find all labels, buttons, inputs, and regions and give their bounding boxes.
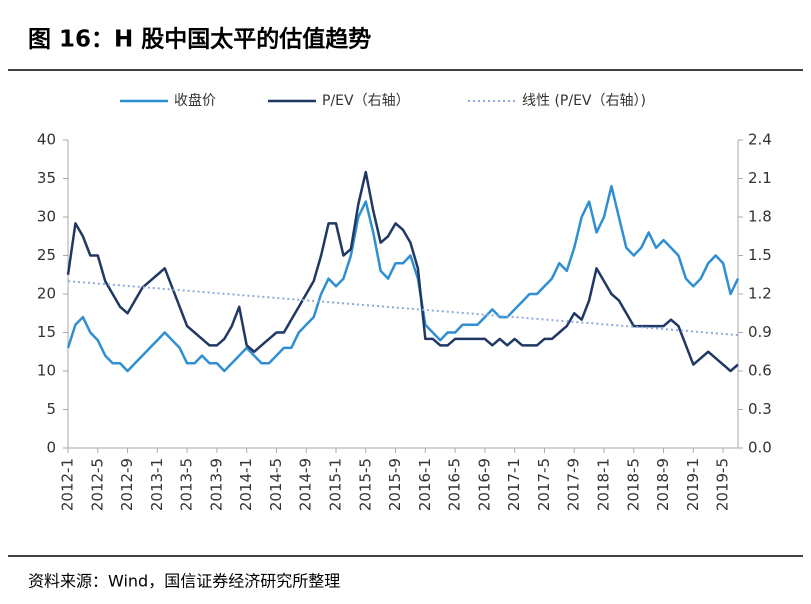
series-line <box>66 170 739 373</box>
x-tick-label: 2019-1 <box>684 458 702 511</box>
x-tick-label: 2017-1 <box>505 458 523 511</box>
y-tick-label: 10 <box>37 362 56 380</box>
y2-tick-label: 0.0 <box>748 439 772 457</box>
x-tick-label: 2016-5 <box>446 458 464 511</box>
trend-line <box>67 280 739 337</box>
x-tick-label: 2013-1 <box>148 458 166 511</box>
x-tick-label: 2016-1 <box>416 458 434 511</box>
x-tick-label: 2015-1 <box>327 458 345 511</box>
y-tick-label: 30 <box>37 208 56 226</box>
x-tick-label: 2013-5 <box>178 458 196 511</box>
x-tick-label: 2014-1 <box>237 458 255 511</box>
legend-label: P/EV（右轴） <box>322 93 410 109</box>
x-tick-label: 2018-5 <box>624 458 642 511</box>
y2-tick-label: 0.6 <box>748 362 772 380</box>
legend-label: 线性 (P/EV（右轴）) <box>522 93 646 109</box>
x-tick-label: 2012-1 <box>59 458 77 511</box>
y-tick-label: 25 <box>37 246 56 264</box>
x-tick-label: 2014-5 <box>267 458 285 511</box>
x-tick-label: 2015-9 <box>386 458 404 511</box>
y-tick-label: 5 <box>46 400 56 418</box>
y-tick-label: 40 <box>37 131 56 149</box>
x-tick-label: 2017-9 <box>565 458 583 511</box>
y2-tick-label: 2.4 <box>748 131 772 149</box>
chart-title: 图 16：H 股中国太平的估值趋势 <box>28 26 371 53</box>
series-line <box>66 184 740 373</box>
y-tick-label: 15 <box>37 323 56 341</box>
y2-tick-label: 1.8 <box>748 208 772 226</box>
x-tick-label: 2014-9 <box>297 458 315 511</box>
y2-tick-label: 1.2 <box>748 285 772 303</box>
y2-tick-label: 0.9 <box>748 323 772 341</box>
y-tick-label: 0 <box>46 439 56 457</box>
y2-tick-label: 2.1 <box>748 169 772 187</box>
x-tick-label: 2016-9 <box>475 458 493 511</box>
y2-tick-label: 1.5 <box>748 246 772 264</box>
x-tick-label: 2018-9 <box>654 458 672 511</box>
x-tick-label: 2018-1 <box>595 458 613 511</box>
x-tick-label: 2013-9 <box>207 458 225 511</box>
x-tick-label: 2017-5 <box>535 458 553 511</box>
x-tick-label: 2015-5 <box>356 458 374 511</box>
legend-label: 收盘价 <box>174 92 216 109</box>
y-tick-label: 20 <box>37 285 56 303</box>
y2-tick-label: 0.3 <box>748 400 772 418</box>
y-tick-label: 35 <box>37 169 56 187</box>
x-tick-label: 2012-9 <box>118 458 136 511</box>
source: 资料来源：Wind，国信证券经济研究所整理 <box>28 572 340 591</box>
x-tick-label: 2019-5 <box>714 458 732 511</box>
x-tick-label: 2012-5 <box>88 458 106 511</box>
